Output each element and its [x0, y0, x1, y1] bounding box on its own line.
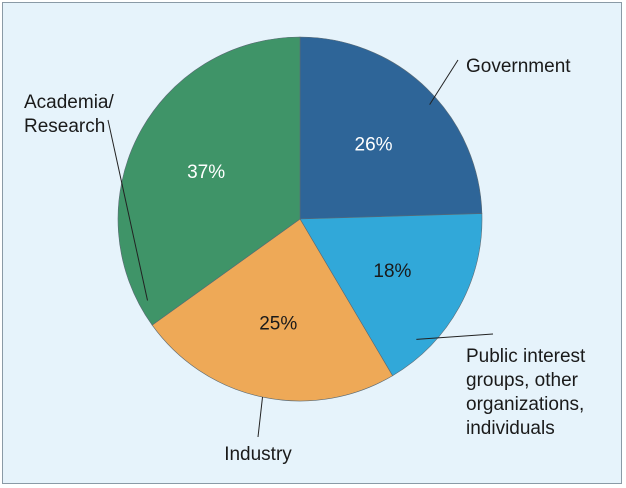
category-label-line: Public interest	[466, 346, 586, 367]
percent-labels: 26% 18% 25% 37%	[187, 134, 411, 334]
category-label-2: Industry	[224, 444, 292, 465]
category-label-line: Industry	[224, 444, 292, 465]
leader-line-3	[107, 119, 148, 301]
category-label-0: Government	[466, 56, 571, 77]
category-label-3: Academia/Research	[24, 92, 114, 137]
category-label-line: Research	[24, 116, 105, 137]
category-label-line: Academia/	[24, 92, 114, 113]
category-label-line: organizations,	[466, 394, 584, 415]
pie-slice-0	[299, 36, 483, 220]
category-label-line: individuals	[466, 418, 555, 439]
pie-slice-1	[299, 213, 483, 377]
category-label-1: Public interest groups, other organization…	[466, 346, 586, 439]
category-labels: Government Public interest groups, other or…	[24, 56, 586, 465]
category-label-line: Government	[466, 56, 571, 77]
pie-slices	[117, 36, 483, 402]
leader-lines	[107, 59, 494, 438]
percent-label-2: 25%	[259, 313, 297, 334]
category-label-line: groups, other	[466, 370, 579, 391]
percent-label-1: 18%	[373, 261, 411, 282]
leader-line-2	[257, 397, 264, 438]
pie-slice-3	[117, 36, 301, 326]
percent-label-0: 26%	[355, 134, 393, 155]
leader-line-0	[429, 59, 459, 105]
leader-line-1	[416, 333, 494, 340]
percent-label-3: 37%	[187, 162, 225, 183]
